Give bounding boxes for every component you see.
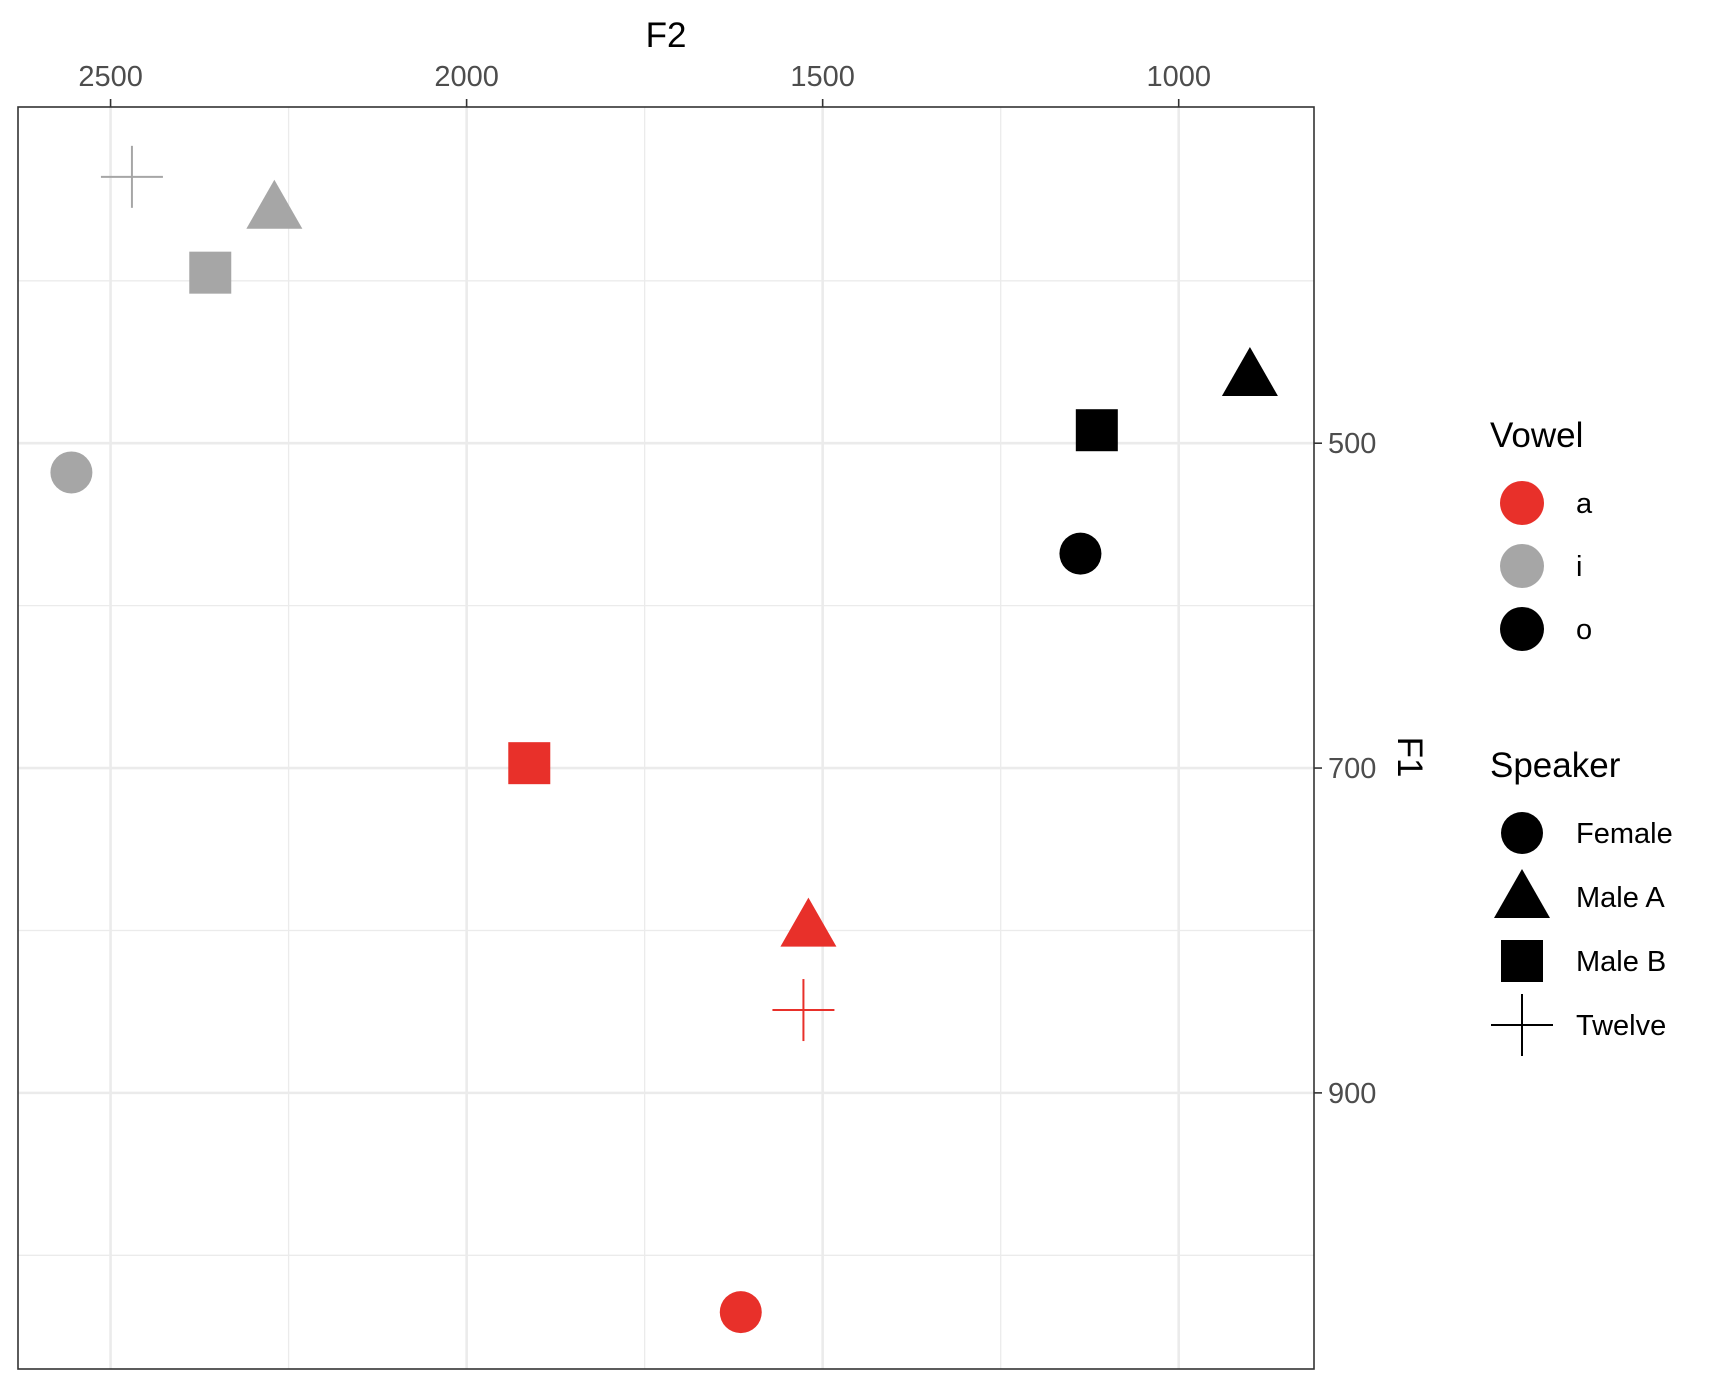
point-a-female [719, 1291, 762, 1334]
y-tick-label: 700 [1328, 753, 1376, 785]
legend-label-twelve: Twelve [1576, 1010, 1666, 1042]
legend-title-speaker: Speaker [1490, 746, 1621, 785]
point-a-male-a [780, 897, 837, 947]
point-o-male-b [1075, 409, 1118, 452]
point-i-twelve [100, 145, 163, 208]
legend-label-o: o [1576, 614, 1592, 646]
legend-label-i: i [1576, 551, 1582, 583]
legend-label-male-b: Male B [1576, 946, 1666, 978]
y-axis: 500 700 900 [1314, 428, 1376, 1110]
x-tick-label: 1500 [790, 61, 855, 93]
legend-key-o [1500, 607, 1544, 651]
grid [18, 107, 1314, 1369]
point-o-female [1059, 532, 1102, 575]
legend-title-vowel: Vowel [1490, 416, 1583, 455]
point-a-twelve [772, 979, 835, 1042]
legend-key-twelve [1491, 994, 1553, 1056]
point-o-male-a [1221, 346, 1278, 396]
legend-key-i [1500, 544, 1544, 588]
legend-label-a: a [1576, 488, 1593, 520]
x-tick-label: 2000 [434, 61, 499, 93]
legend-label-male-a: Male A [1576, 882, 1665, 914]
y-tick-label: 900 [1328, 1078, 1376, 1110]
point-i-male-b [189, 251, 232, 294]
legend-key-male-b [1501, 940, 1543, 982]
x-tick-label: 1000 [1146, 61, 1211, 93]
x-tick-label: 2500 [78, 61, 143, 93]
y-tick-label: 500 [1328, 428, 1376, 460]
legend: Vowel aio Speaker Female Male A Male B Twelve [1490, 416, 1673, 1056]
legend-label-female: Female [1576, 818, 1673, 850]
point-i-female [50, 451, 93, 494]
y-axis-title: F1 [1390, 737, 1429, 778]
legend-key-male-a [1494, 869, 1550, 918]
data-points [50, 145, 1278, 1334]
panel-border [17, 106, 1315, 1370]
legend-key-a [1500, 481, 1544, 525]
point-i-male-a [246, 179, 303, 229]
point-a-male-b [508, 742, 551, 785]
legend-key-female [1501, 812, 1543, 854]
x-axis: 2500 2000 1500 1000 [78, 61, 1211, 107]
x-axis-title: F2 [646, 16, 687, 55]
